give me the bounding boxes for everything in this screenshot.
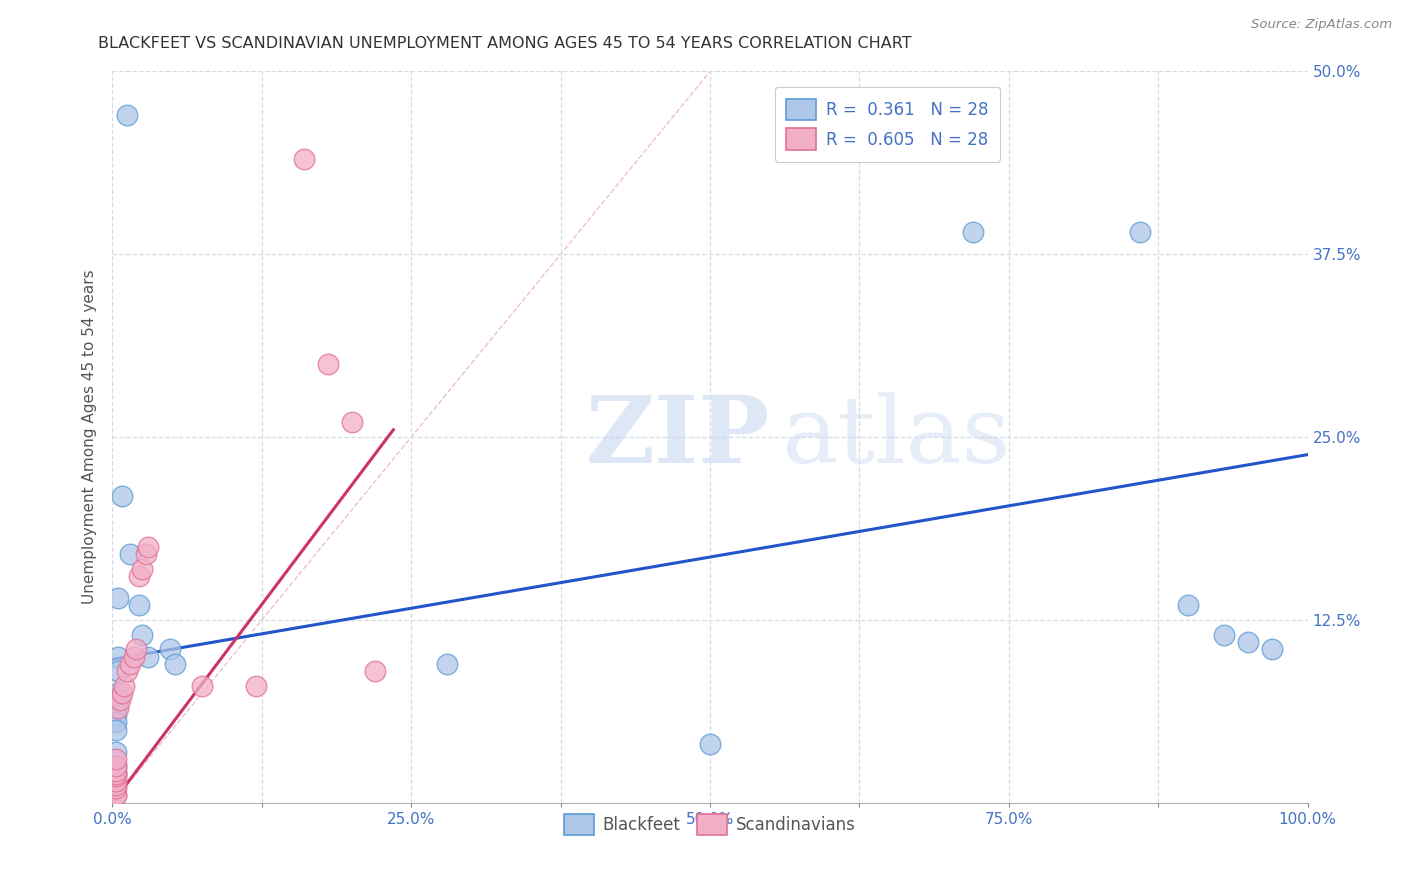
Point	[107, 649, 129, 664]
Text: BLACKFEET VS SCANDINAVIAN UNEMPLOYMENT AMONG AGES 45 TO 54 YEARS CORRELATION CHA: BLACKFEET VS SCANDINAVIAN UNEMPLOYMENT A…	[98, 36, 912, 51]
Point	[105, 723, 128, 737]
Point	[105, 745, 128, 759]
Point	[114, 679, 135, 693]
Point	[105, 789, 128, 803]
Point	[105, 769, 128, 783]
Text: ZIP: ZIP	[585, 392, 770, 482]
Text: Source: ZipAtlas.com: Source: ZipAtlas.com	[1251, 18, 1392, 31]
Point	[1213, 627, 1236, 641]
Point	[1261, 642, 1284, 657]
Point	[163, 657, 186, 671]
Point	[122, 649, 145, 664]
Point	[105, 789, 128, 803]
Point	[699, 737, 721, 751]
Point	[364, 664, 387, 678]
Point	[111, 686, 134, 700]
Point	[107, 664, 129, 678]
Point	[138, 649, 160, 664]
Point	[105, 708, 128, 723]
Point	[105, 752, 128, 766]
Legend: Blackfeet, Scandinavians: Blackfeet, Scandinavians	[558, 807, 862, 842]
Point	[105, 700, 128, 714]
Point	[245, 679, 267, 693]
Point	[107, 693, 129, 707]
Point	[131, 562, 153, 576]
Point	[436, 657, 458, 671]
Point	[1129, 225, 1152, 239]
Point	[107, 700, 129, 714]
Point	[962, 225, 984, 239]
Point	[105, 766, 128, 780]
Point	[292, 152, 315, 166]
Point	[191, 679, 214, 693]
Point	[135, 547, 157, 561]
Text: atlas: atlas	[782, 392, 1011, 482]
Point	[115, 664, 138, 678]
Point	[1237, 635, 1260, 649]
Point	[105, 759, 128, 773]
Point	[107, 686, 129, 700]
Point	[120, 547, 142, 561]
Point	[105, 778, 128, 792]
Point	[105, 773, 128, 788]
Point	[125, 642, 148, 657]
Point	[105, 759, 128, 773]
Point	[138, 540, 160, 554]
Point	[105, 766, 128, 780]
Point	[316, 357, 339, 371]
Point	[159, 642, 181, 657]
Point	[111, 489, 134, 503]
Point	[128, 599, 150, 613]
Point	[340, 416, 363, 430]
Point	[1177, 599, 1199, 613]
Point	[105, 781, 128, 796]
Point	[131, 627, 153, 641]
Y-axis label: Unemployment Among Ages 45 to 54 years: Unemployment Among Ages 45 to 54 years	[82, 269, 97, 605]
Point	[108, 693, 131, 707]
Point	[105, 715, 128, 730]
Point	[105, 764, 128, 778]
Point	[107, 591, 129, 605]
Point	[120, 657, 142, 671]
Point	[115, 108, 138, 122]
Point	[128, 569, 150, 583]
